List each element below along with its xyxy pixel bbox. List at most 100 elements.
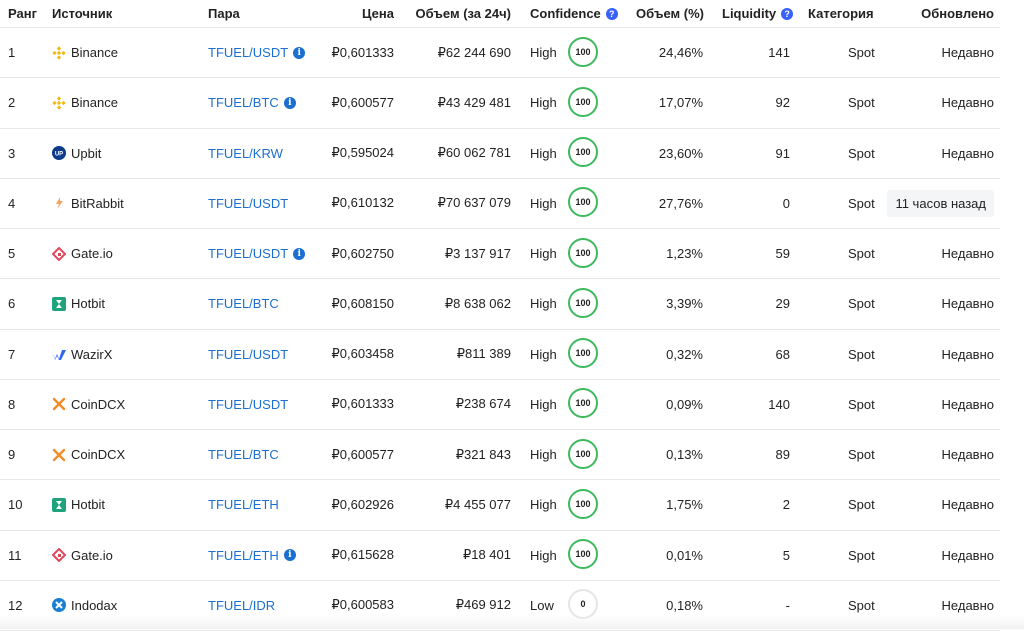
table-row[interactable]: 3 UP Upbit TFUEL/KRW ₽0,595024 ₽60 062 781 Hig…	[0, 129, 1000, 179]
table-row[interactable]: 10 Hotbit TFUEL/ETH ₽0,602926 ₽4 455 077 High…	[0, 480, 1000, 531]
pair-link[interactable]: TFUEL/BTC	[208, 296, 279, 312]
pair-cell[interactable]: TFUEL/USDT i	[208, 229, 306, 278]
confidence-label: High	[530, 497, 557, 513]
source-cell[interactable]: BitRabbit	[52, 179, 124, 228]
pair-cell[interactable]: TFUEL/BTC	[208, 279, 279, 328]
pair-cell[interactable]: TFUEL/BTC i	[208, 78, 296, 127]
bottom-fade	[0, 615, 1024, 629]
info-icon[interactable]: i	[293, 247, 306, 260]
updated-text: Недавно	[941, 497, 994, 513]
source-cell[interactable]: WazirX	[52, 330, 112, 379]
confidence-score-ring[interactable]: 100	[568, 438, 598, 469]
confidence-score-ring[interactable]: 100	[568, 86, 598, 117]
pair-link[interactable]: TFUEL/USDT	[208, 195, 289, 211]
updated-cell: 11 часов назад	[887, 179, 994, 228]
table-row[interactable]: 5 Gate.io TFUEL/USDT i ₽0,602750 ₽3 137 917 Hi…	[0, 229, 1000, 280]
source-name[interactable]: Hotbit	[71, 296, 105, 312]
info-icon[interactable]: i	[283, 96, 296, 109]
pair-link[interactable]: TFUEL/KRW	[208, 145, 283, 161]
source-cell[interactable]: CoinDCX	[52, 430, 125, 479]
header-rank[interactable]: Ранг	[8, 6, 37, 21]
pair-cell[interactable]: TFUEL/IDR	[208, 581, 275, 630]
help-icon[interactable]: ?	[605, 7, 618, 20]
source-name[interactable]: CoinDCX	[71, 396, 126, 412]
pair-link[interactable]: TFUEL/USDT	[208, 246, 289, 262]
pair-link[interactable]: TFUEL/BTC	[208, 95, 279, 111]
pair-cell[interactable]: TFUEL/ETH i	[208, 531, 296, 580]
pair-link[interactable]: TFUEL/USDT	[208, 346, 289, 362]
pair-cell[interactable]: TFUEL/KRW	[208, 129, 283, 178]
source-cell[interactable]: Gate.io	[52, 229, 113, 278]
header-volume-percent[interactable]: Объем (%)	[636, 6, 704, 21]
confidence-score-ring[interactable]: 100	[568, 539, 598, 570]
table-row[interactable]: 4 BitRabbit TFUEL/USDT ₽0,610132 ₽70 637 079…	[0, 179, 1000, 229]
svg-text:UP: UP	[55, 152, 63, 158]
volume-cell: ₽238 674	[455, 396, 511, 412]
updated-text: Недавно	[941, 145, 994, 161]
pair-link[interactable]: TFUEL/ETH	[208, 547, 279, 563]
table-row[interactable]: 11 Gate.io TFUEL/ETH i ₽0,615628 ₽18 401 High 1…	[0, 531, 1000, 581]
confidence-score-ring[interactable]: 100	[568, 388, 598, 419]
pair-cell[interactable]: TFUEL/USDT	[208, 330, 288, 379]
source-cell[interactable]: Binance	[52, 78, 118, 127]
source-cell[interactable]: CoinDCX	[52, 380, 125, 429]
help-icon[interactable]: ?	[781, 7, 794, 20]
confidence-score-ring[interactable]: 100	[568, 187, 598, 218]
header-source[interactable]: Источник	[52, 6, 113, 21]
source-name[interactable]: CoinDCX	[71, 447, 126, 463]
pair-link[interactable]: TFUEL/IDR	[208, 597, 276, 613]
pair-link[interactable]: TFUEL/BTC	[208, 447, 279, 463]
source-name[interactable]: BitRabbit	[71, 195, 124, 211]
source-cell[interactable]: Indodax	[52, 581, 117, 630]
table-row[interactable]: 7 WazirX TFUEL/USDT ₽0,603458 ₽811 389 High 10…	[0, 330, 1000, 380]
header-category[interactable]: Категория	[808, 6, 874, 21]
header-price[interactable]: Цена	[362, 6, 394, 21]
confidence-score-ring[interactable]: 100	[568, 287, 598, 318]
pair-cell[interactable]: TFUEL/USDT i	[208, 28, 306, 77]
pair-cell[interactable]: TFUEL/ETH	[208, 480, 279, 529]
confidence-score-ring[interactable]: 100	[568, 338, 598, 369]
gateio-icon	[52, 548, 66, 563]
source-name[interactable]: Indodax	[71, 597, 118, 613]
header-confidence[interactable]: Confidence ?	[530, 0, 618, 27]
source-name[interactable]: Binance	[71, 45, 118, 61]
source-name[interactable]: Upbit	[71, 145, 102, 161]
header-volume[interactable]: Объем (за 24ч)	[415, 6, 511, 21]
table-row[interactable]: 1 Binance TFUEL/USDT i ₽0,601333 ₽62 244 690 H…	[0, 28, 1000, 79]
confidence-score-ring[interactable]: 100	[568, 36, 598, 67]
updated-text: Недавно	[941, 296, 994, 312]
source-name[interactable]: Hotbit	[71, 497, 105, 513]
confidence-score-ring[interactable]: 100	[568, 488, 598, 519]
header-liquidity[interactable]: Liquidity ?	[722, 0, 794, 27]
coindcx-icon	[52, 448, 66, 462]
liquidity-cell: 141	[768, 45, 790, 61]
table-row[interactable]: 2 Binance TFUEL/BTC i ₽0,600577 ₽43 429 481 Hi…	[0, 78, 1000, 129]
pair-link[interactable]: TFUEL/ETH	[208, 497, 279, 513]
source-name[interactable]: WazirX	[71, 346, 113, 362]
source-cell[interactable]: Binance	[52, 28, 118, 77]
info-icon[interactable]: i	[293, 46, 306, 59]
source-cell[interactable]: Hotbit	[52, 279, 105, 328]
table-row[interactable]: 8 CoinDCX TFUEL/USDT ₽0,601333 ₽238 674 High 1…	[0, 380, 1000, 430]
confidence-score-ring[interactable]: 100	[568, 137, 598, 168]
header-updated[interactable]: Обновлено	[921, 6, 994, 21]
source-name[interactable]: Gate.io	[71, 246, 113, 262]
table-row[interactable]: 9 CoinDCX TFUEL/BTC ₽0,600577 ₽321 843 High 10…	[0, 430, 1000, 481]
source-cell[interactable]: Hotbit	[52, 480, 105, 529]
table-row[interactable]: 6 Hotbit TFUEL/BTC ₽0,608150 ₽8 638 062 High 1…	[0, 279, 1000, 330]
header-pair[interactable]: Пара	[208, 6, 240, 21]
info-icon[interactable]: i	[283, 549, 296, 562]
source-cell[interactable]: Gate.io	[52, 531, 113, 580]
pair-cell[interactable]: TFUEL/BTC	[208, 430, 279, 479]
source-name[interactable]: Binance	[71, 95, 118, 111]
volume-cell: ₽4 455 077	[444, 496, 511, 512]
pair-cell[interactable]: TFUEL/USDT	[208, 380, 288, 429]
source-cell[interactable]: UP Upbit	[52, 129, 101, 178]
confidence-score-ring[interactable]: 100	[568, 237, 598, 268]
pair-link[interactable]: TFUEL/USDT	[208, 45, 289, 61]
pair-cell[interactable]: TFUEL/USDT	[208, 179, 288, 228]
source-name[interactable]: Gate.io	[71, 547, 113, 563]
pair-link[interactable]: TFUEL/USDT	[208, 396, 289, 412]
liquidity-cell: 2	[782, 497, 790, 513]
table-row[interactable]: 12 Indodax TFUEL/IDR ₽0,600583 ₽469 912 Low 0 0…	[0, 581, 1000, 631]
